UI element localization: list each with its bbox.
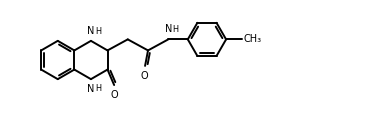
Text: O: O <box>110 90 118 100</box>
Text: O: O <box>140 71 148 81</box>
Text: N: N <box>87 26 95 36</box>
Text: N: N <box>165 24 172 34</box>
Text: H: H <box>172 25 178 34</box>
Text: H: H <box>95 27 101 36</box>
Text: H: H <box>95 84 101 93</box>
Text: N: N <box>87 84 95 94</box>
Text: CH₃: CH₃ <box>243 34 261 44</box>
